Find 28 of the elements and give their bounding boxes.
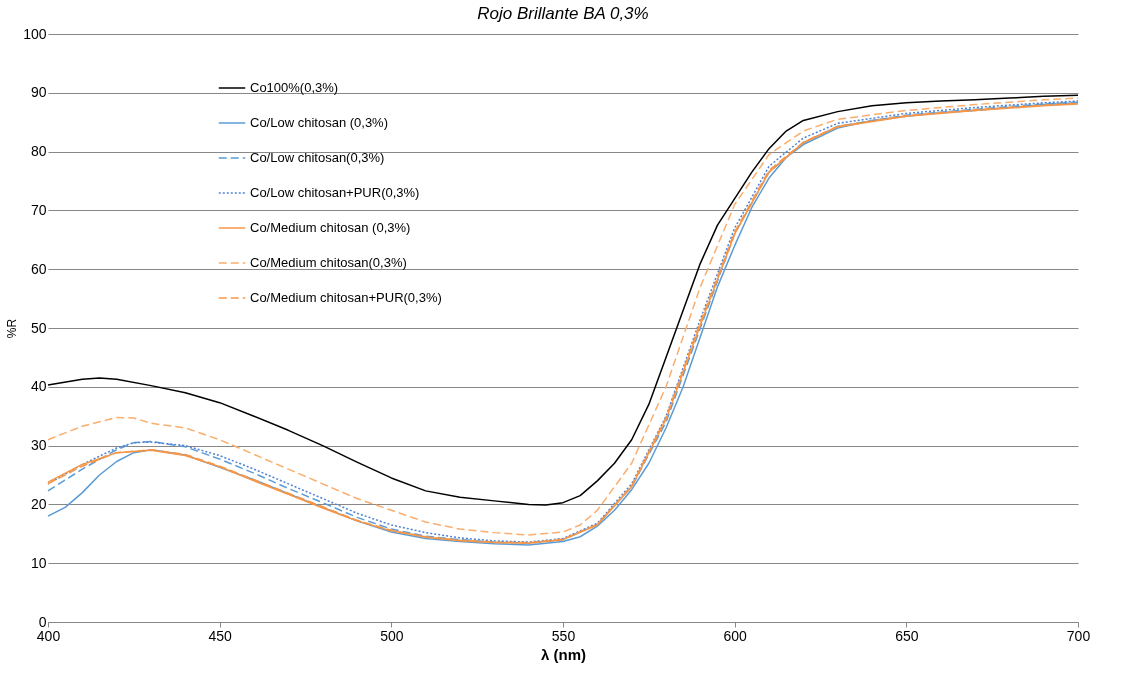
y-tick-label: 0: [38, 613, 47, 630]
y-axis-title: %R: [5, 318, 20, 339]
x-tick-label: 700: [1066, 627, 1091, 644]
y-tick-label: 50: [30, 319, 47, 336]
x-tick-label: 400: [36, 627, 61, 644]
legend-label: Co/Medium chitosan (0,3%): [250, 220, 411, 235]
legend-label: Co/Medium chitosan+PUR(0,3%): [250, 290, 442, 305]
x-axis-title: λ (nm): [541, 645, 586, 663]
y-tick-label: 60: [30, 260, 47, 277]
x-tick-label: 450: [208, 627, 233, 644]
y-tick-label: 70: [30, 201, 47, 218]
legend-label: Co/Low chitosan (0,3%): [250, 115, 389, 130]
legend-label: Co/Low chitosan(0,3%): [250, 150, 385, 165]
chart-title: Rojo Brillante BA 0,3%: [477, 4, 649, 23]
y-tick-label: 20: [30, 495, 47, 512]
legend-label: Co/Medium chitosan(0,3%): [250, 255, 407, 270]
y-tick-label: 40: [30, 378, 47, 395]
x-tick-label: 650: [895, 627, 919, 644]
legend-label: Co100%(0,3%): [250, 80, 339, 95]
y-tick-label: 100: [23, 25, 47, 42]
x-tick-label: 600: [723, 627, 748, 644]
y-tick-label: 80: [30, 143, 47, 160]
legend-label: Co/Low chitosan+PUR(0,3%): [250, 185, 420, 200]
y-tick-label: 10: [30, 554, 47, 571]
x-tick-label: 500: [380, 627, 404, 644]
y-tick-label: 90: [30, 84, 47, 101]
y-tick-label: 30: [30, 437, 47, 454]
x-tick-label: 550: [551, 627, 576, 644]
